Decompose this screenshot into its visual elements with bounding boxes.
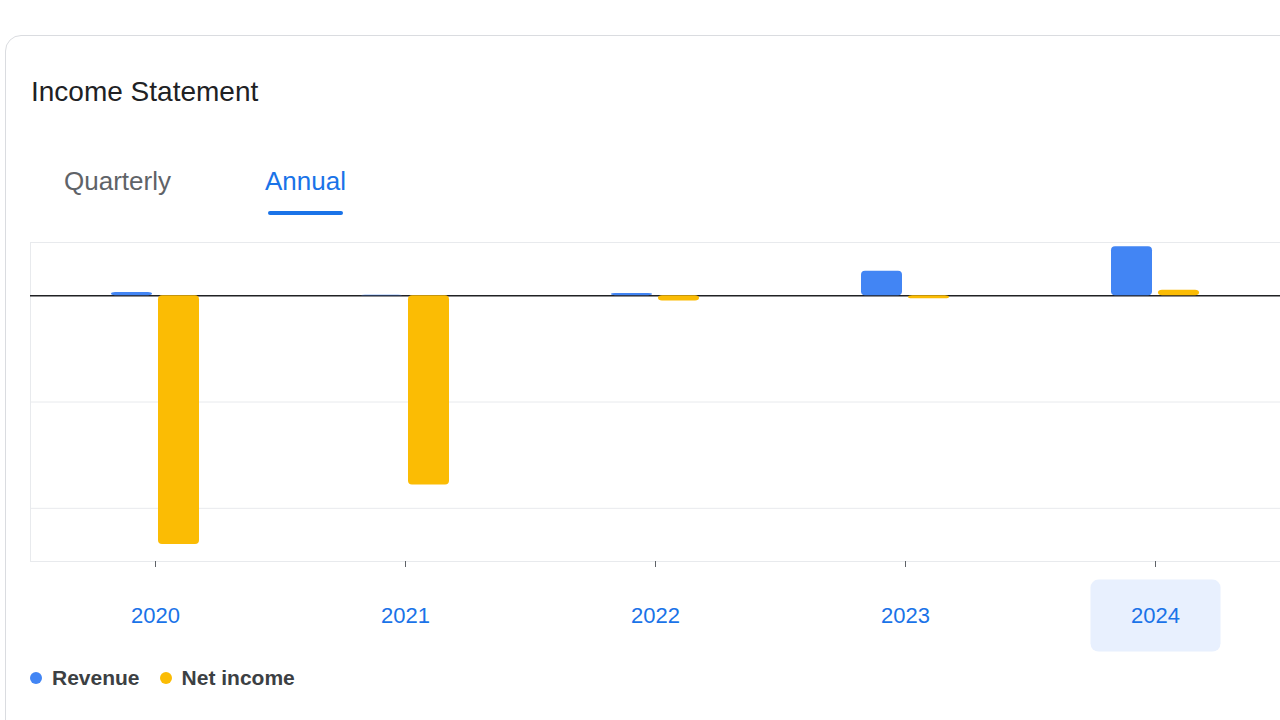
svg-text:2020: 2020: [131, 603, 180, 628]
svg-text:2024: 2024: [1131, 603, 1180, 628]
svg-text:2023: 2023: [881, 603, 930, 628]
html-text:Revenue: Revenue: [52, 666, 140, 689]
svg-text:2021: 2021: [381, 603, 430, 628]
html-text:Annual: Annual: [265, 166, 346, 196]
html-text:Quarterly: Quarterly: [64, 166, 171, 196]
svg-text:2022: 2022: [631, 603, 680, 628]
html-text:Income Statement: Income Statement: [31, 76, 259, 107]
html-text:Net income: Net income: [181, 666, 295, 689]
